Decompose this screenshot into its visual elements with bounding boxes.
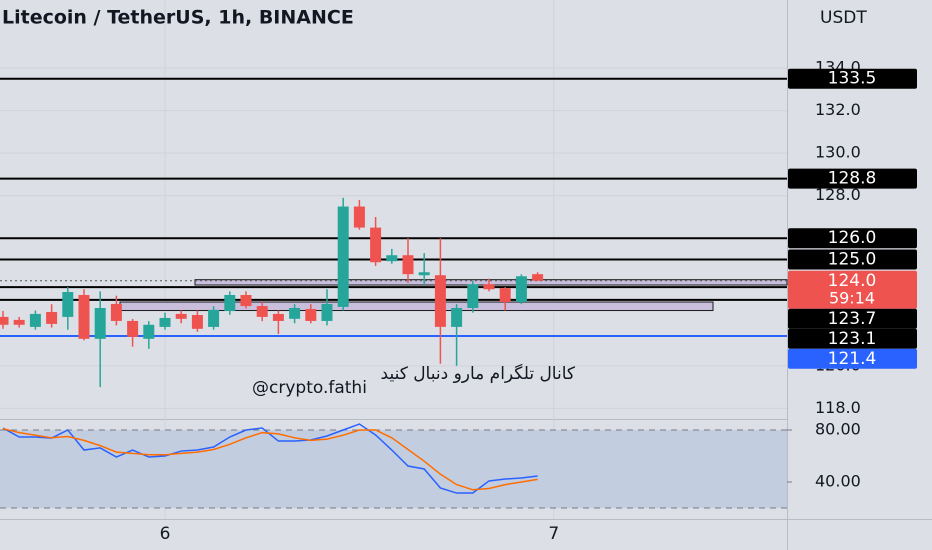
price-tag-label: 123.1 xyxy=(828,329,877,349)
candle-body xyxy=(143,324,155,339)
price-tag xyxy=(788,270,917,309)
candle-body xyxy=(418,272,430,276)
candle-body xyxy=(13,319,25,325)
candle-body xyxy=(208,309,220,327)
y-tick-label: 80.00 xyxy=(815,420,861,439)
chart-title: Litecoin / TetherUS, 1h, BINANCE xyxy=(2,7,354,29)
candle-body xyxy=(272,313,284,321)
annotation: @crypto.fathi xyxy=(252,378,367,398)
candle-body xyxy=(370,227,382,263)
price-tag-label: 124.0 xyxy=(828,271,877,291)
candle-body xyxy=(78,295,90,339)
price-tag-label: 126.0 xyxy=(828,228,877,248)
candle-body xyxy=(127,320,139,337)
price-tag xyxy=(788,68,917,89)
candle-body xyxy=(256,306,268,317)
y-tick-label: 118.0 xyxy=(815,398,861,417)
candle-body xyxy=(62,292,74,317)
countdown: 59:14 xyxy=(829,288,875,307)
price-tag xyxy=(788,249,917,270)
band xyxy=(0,430,787,508)
y-tick-label: 128.0 xyxy=(815,185,861,204)
candle-body xyxy=(353,206,365,228)
y-tick-label: 40.00 xyxy=(815,471,861,490)
candle-body xyxy=(499,288,511,303)
candle-body xyxy=(0,316,9,325)
candle-body xyxy=(224,295,236,311)
price-tag-label: 128.8 xyxy=(828,169,877,189)
candle-body xyxy=(94,307,106,339)
y-tick-label: 132.0 xyxy=(815,100,861,119)
price-tag xyxy=(788,328,917,349)
price-tag-label: 123.7 xyxy=(828,309,877,329)
price-tag-label: 121.4 xyxy=(828,349,877,369)
candle-body xyxy=(434,275,446,327)
candle-body xyxy=(175,313,187,319)
price-tag xyxy=(788,308,917,329)
indicator-line xyxy=(2,427,538,491)
price-tag-label: 133.5 xyxy=(828,69,877,89)
candle-body xyxy=(483,284,495,290)
price-tag xyxy=(788,348,917,369)
candle-body xyxy=(515,276,527,303)
candle-body xyxy=(467,284,479,308)
candle-body xyxy=(451,307,463,327)
price-tag-label: 125.0 xyxy=(828,249,877,269)
candle-body xyxy=(240,295,252,307)
candle-body xyxy=(305,309,317,321)
candle-body xyxy=(337,206,349,307)
currency-label: USDT xyxy=(820,8,867,28)
x-tick-label: 6 xyxy=(160,524,171,544)
candle-body xyxy=(191,314,203,329)
candle-body xyxy=(289,307,301,319)
indicator-line xyxy=(2,423,538,494)
y-tick-label: 130.0 xyxy=(815,143,861,162)
price-tag xyxy=(788,228,917,249)
candle-body xyxy=(402,255,414,275)
candle-body xyxy=(321,303,333,321)
x-tick-label: 7 xyxy=(548,524,559,544)
candle-body xyxy=(386,255,398,262)
candle-body xyxy=(532,274,544,281)
zone xyxy=(119,301,714,312)
annotation: کانال تلگرام مارو دنبال کنید xyxy=(381,363,576,384)
candle-body xyxy=(46,312,58,324)
candle-body xyxy=(159,317,171,327)
candle-body xyxy=(29,313,41,327)
candle-body xyxy=(110,303,122,321)
price-tag xyxy=(788,168,917,189)
